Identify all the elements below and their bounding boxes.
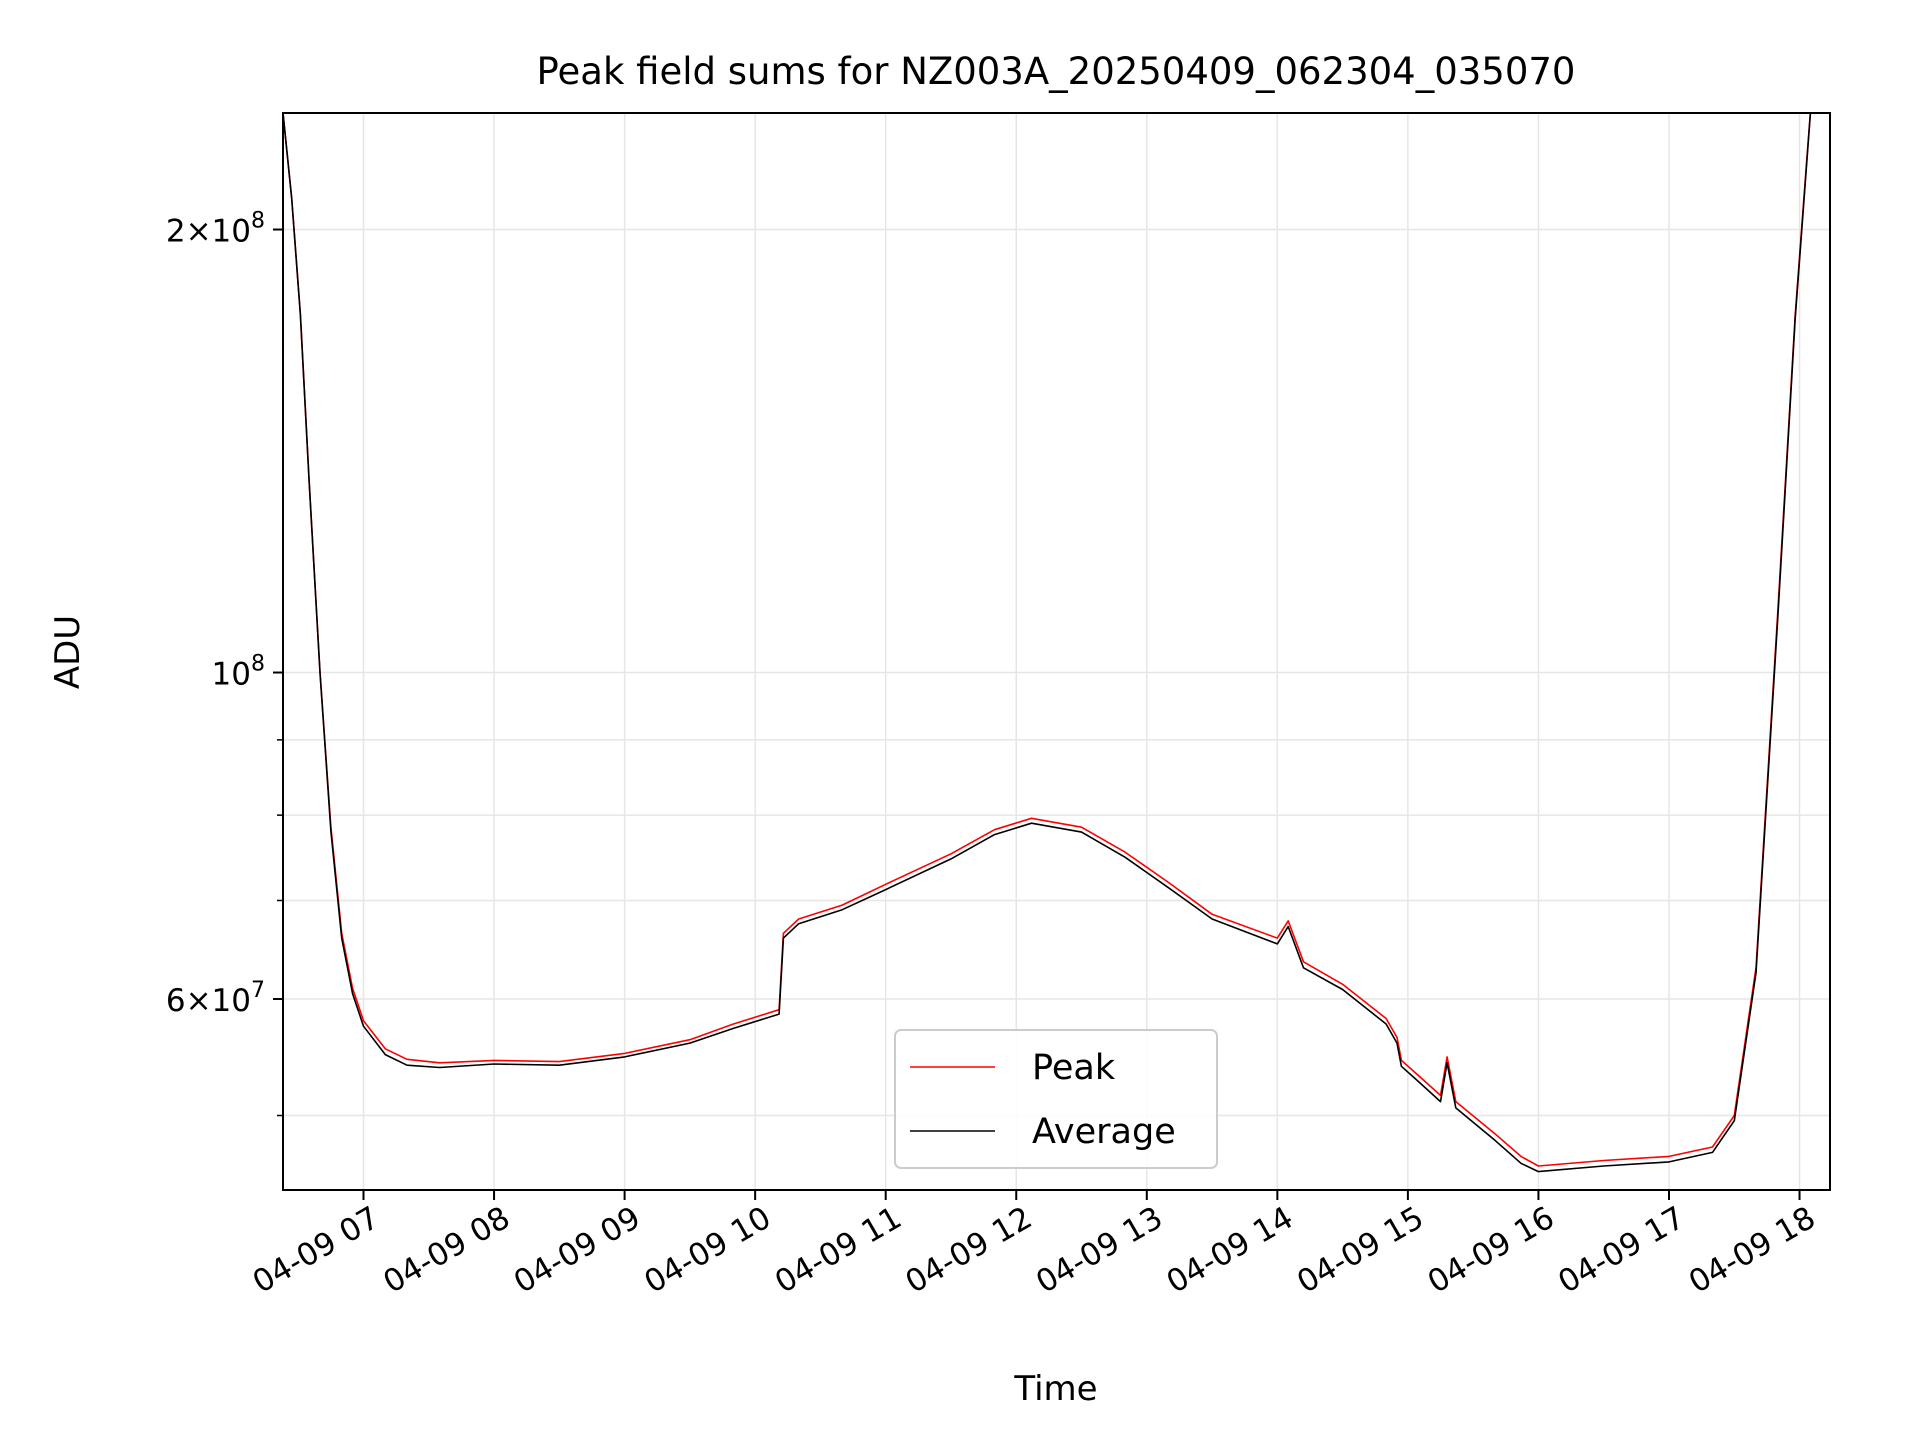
x-axis-label: Time <box>1013 1369 1097 1409</box>
series-line-average <box>283 113 1812 1173</box>
y-tick-label: 2×108 <box>166 209 265 250</box>
y-axis-ticks: 6×107 108 2×108 <box>166 209 283 1117</box>
y-tick-label: 6×107 <box>166 978 265 1019</box>
series-line-peak <box>283 113 1812 1167</box>
legend-label-peak: Peak <box>1032 1048 1116 1088</box>
grid-lines <box>283 113 1830 1190</box>
chart-title: Peak field sums for NZ003A_20250409_0623… <box>537 50 1576 93</box>
plot-frame <box>282 112 1831 1191</box>
legend-box <box>894 1029 1218 1169</box>
series-lines <box>283 113 1812 1173</box>
legend-label-average: Average <box>1032 1112 1176 1152</box>
y-tick-label: 108 <box>212 652 265 693</box>
legend: Peak Average <box>894 1029 1218 1169</box>
y-axis-label: ADU <box>48 615 88 689</box>
